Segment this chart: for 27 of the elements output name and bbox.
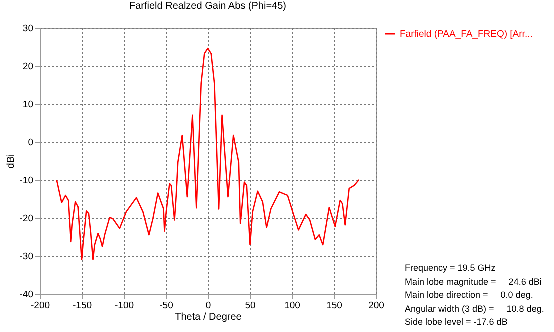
x-tick-label: -50 (160, 300, 174, 312)
y-tick-label: -20 (20, 214, 34, 224)
x-axis-title: Theta / Degree (175, 312, 242, 323)
chart-title: Farfield Realzed Gain Abs (Phi=45) (129, 1, 287, 12)
y-tick-label: -40 (20, 290, 34, 300)
y-axis-title: dBi (6, 154, 17, 169)
text: Main lobe direction = 0.0 deg. (405, 290, 534, 300)
y-tick-label: -10 (20, 176, 34, 186)
text: Angular width (3 dB) = 10.8 deg. (405, 304, 544, 314)
x-tick-label: 150 (326, 300, 342, 312)
y-tick-label: 10 (22, 100, 34, 110)
legend-label: Farfield (PAA_FA_FREQ) [Arr... (400, 29, 533, 40)
y-tick-label: -30 (20, 252, 34, 262)
x-tick-label: 0 (206, 300, 212, 312)
x-tick-label: -150 (72, 300, 92, 312)
x-tick-label: -100 (114, 300, 134, 312)
line-series (56, 48, 360, 260)
x-tick-label: -200 (30, 300, 50, 312)
y-tick-label: 20 (22, 62, 34, 72)
y-tick-label: 0 (28, 138, 34, 148)
x-tick-label: 200 (368, 300, 384, 312)
y-tick-label: 30 (22, 24, 34, 34)
x-tick-label: 50 (245, 300, 256, 312)
x-tick-label: 100 (284, 300, 300, 312)
text: Side lobe level = -17.6 dB (405, 317, 508, 327)
text: Main lobe magnitude = 24.6 dBi (405, 276, 542, 286)
text: Frequency = 19.5 GHz (405, 263, 496, 273)
